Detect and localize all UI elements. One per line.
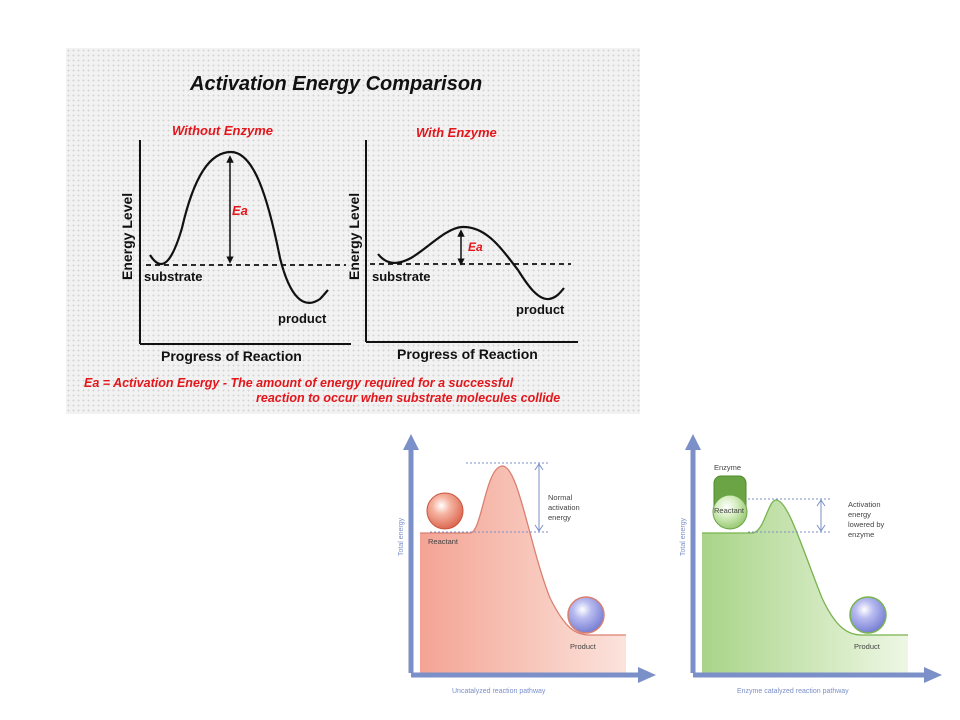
left-substrate-label: substrate xyxy=(144,269,203,284)
uncatalyzed-reaction-diagram: Normal activation energy Reactant Produc… xyxy=(390,428,660,700)
uncatalyzed-y-arrowhead xyxy=(403,434,419,450)
lowered-ea-line3: lowered by xyxy=(848,520,885,529)
right-x-label: Progress of Reaction xyxy=(397,346,538,362)
left-energy-curve xyxy=(149,150,329,304)
normal-ea-line3: energy xyxy=(548,513,571,522)
enzyme-catalyzed-reaction-diagram: Activation energy lowered by enzyme Enzy… xyxy=(672,428,947,700)
diagram-title: Activation Energy Comparison xyxy=(189,73,482,95)
product-sphere xyxy=(567,596,605,634)
activation-energy-comparison-diagram: Activation Energy Comparison Without Enz… xyxy=(66,48,640,414)
lowered-ea-line1: Activation xyxy=(848,500,881,509)
left-y-label: Energy Level xyxy=(119,193,135,280)
caption-line-1: Ea = Activation Energy - The amount of e… xyxy=(84,376,514,390)
right-y-label: Energy Level xyxy=(346,193,362,280)
reactant-label: Reactant xyxy=(428,537,459,546)
catalyzed-y-arrowhead xyxy=(685,434,701,450)
catalyzed-product-sphere xyxy=(849,596,887,634)
catalyzed-svg: Activation energy lowered by enzyme Enzy… xyxy=(680,434,942,695)
catalyzed-reactant-label: Reactant xyxy=(714,506,745,515)
catalyzed-reactant-sphere xyxy=(712,494,748,530)
product-label: Product xyxy=(570,642,597,651)
catalyzed-energy-fill xyxy=(702,500,908,673)
comparison-svg: Activation Energy Comparison Without Enz… xyxy=(84,73,578,405)
uncatalyzed-energy-fill xyxy=(420,465,626,673)
normal-ea-line2: activation xyxy=(548,503,580,512)
lowered-ea-arrowhead-top xyxy=(816,499,826,507)
catalyzed-x-arrowhead xyxy=(924,667,942,683)
uncatalyzed-y-label: Total energy xyxy=(398,517,405,556)
lowered-ea-arrowhead-bottom xyxy=(816,524,826,532)
left-product-label: product xyxy=(278,311,327,326)
left-x-label: Progress of Reaction xyxy=(161,348,302,364)
normal-ea-arrowhead-bottom xyxy=(534,524,544,532)
caption-line-2: reaction to occur when substrate molecul… xyxy=(256,391,560,405)
normal-ea-line1: Normal xyxy=(548,493,573,502)
normal-ea-arrowhead-top xyxy=(534,463,544,471)
left-subtitle: Without Enzyme xyxy=(172,123,273,138)
catalyzed-energy-curve xyxy=(702,499,908,636)
right-energy-curve xyxy=(377,225,565,301)
right-substrate-label: substrate xyxy=(372,269,431,284)
catalyzed-y-label: Total energy xyxy=(680,517,687,556)
catalyzed-x-label: Enzyme catalyzed reaction pathway xyxy=(737,688,849,695)
left-ea-label: Ea xyxy=(232,203,248,218)
uncatalyzed-x-label: Uncatalyzed reaction pathway xyxy=(452,688,546,695)
lowered-ea-line4: enzyme xyxy=(848,530,874,539)
uncatalyzed-energy-curve xyxy=(420,465,626,636)
reactant-sphere xyxy=(426,492,464,530)
catalyzed-product-label: Product xyxy=(854,642,881,651)
right-ea-label: Ea xyxy=(468,240,483,254)
right-product-label: product xyxy=(516,302,565,317)
right-subtitle: With Enzyme xyxy=(416,125,497,140)
uncatalyzed-svg: Normal activation energy Reactant Produc… xyxy=(398,434,656,695)
lowered-ea-line2: energy xyxy=(848,510,871,519)
uncatalyzed-x-arrowhead xyxy=(638,667,656,683)
enzyme-label: Enzyme xyxy=(714,463,741,472)
